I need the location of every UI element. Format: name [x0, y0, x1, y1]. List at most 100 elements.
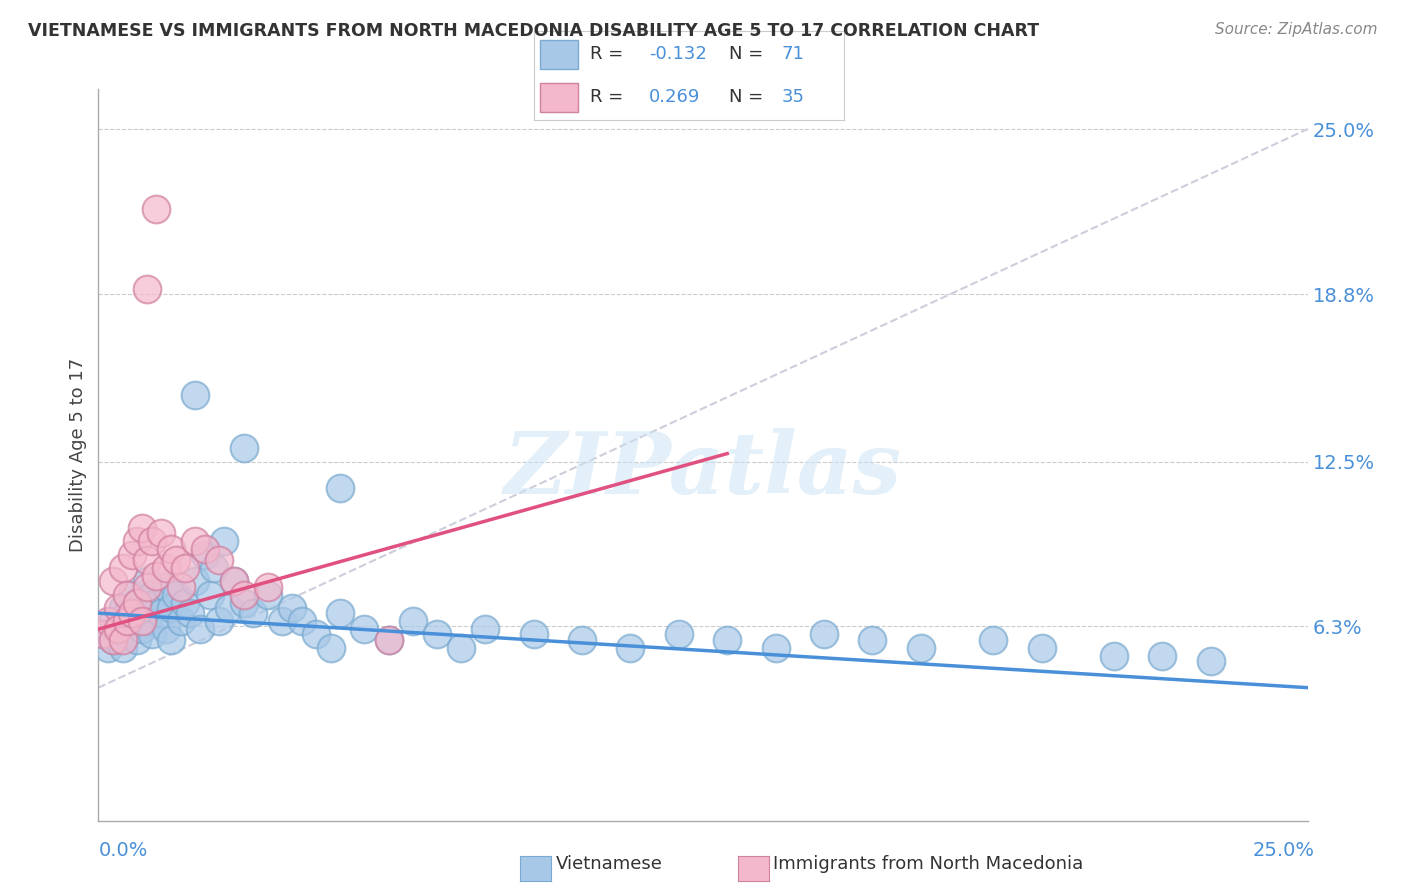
- Point: [117, 614, 139, 628]
- Point: [174, 561, 197, 575]
- Point: [222, 574, 245, 589]
- Point: [1031, 640, 1053, 655]
- Point: [474, 622, 496, 636]
- Point: [141, 588, 163, 602]
- Point: [121, 588, 143, 602]
- Point: [281, 600, 304, 615]
- Point: [813, 627, 835, 641]
- Point: [184, 388, 207, 402]
- Bar: [540, 83, 578, 112]
- Point: [290, 614, 312, 628]
- Point: [107, 632, 129, 647]
- Point: [117, 606, 139, 620]
- Point: [188, 622, 211, 636]
- Point: [232, 595, 254, 609]
- Point: [121, 614, 143, 628]
- Point: [127, 595, 149, 609]
- Point: [450, 640, 472, 655]
- Text: 35: 35: [782, 88, 804, 106]
- Point: [160, 632, 183, 647]
- Point: [377, 632, 399, 647]
- Text: Immigrants from North Macedonia: Immigrants from North Macedonia: [773, 855, 1084, 872]
- Point: [101, 632, 124, 647]
- Point: [194, 548, 217, 562]
- Point: [145, 569, 167, 583]
- Point: [329, 606, 352, 620]
- Text: -0.132: -0.132: [648, 45, 707, 63]
- Point: [101, 632, 124, 647]
- Point: [101, 614, 124, 628]
- Text: R =: R =: [591, 88, 628, 106]
- Point: [160, 542, 183, 557]
- Point: [523, 627, 546, 641]
- Point: [131, 606, 153, 620]
- Point: [208, 553, 231, 567]
- Point: [127, 534, 149, 549]
- Point: [135, 574, 157, 589]
- Text: Vietnamese: Vietnamese: [555, 855, 662, 872]
- Point: [117, 627, 139, 641]
- Point: [121, 548, 143, 562]
- Point: [150, 606, 173, 620]
- Point: [1102, 648, 1125, 663]
- Point: [232, 442, 254, 456]
- Text: VIETNAMESE VS IMMIGRANTS FROM NORTH MACEDONIA DISABILITY AGE 5 TO 17 CORRELATION: VIETNAMESE VS IMMIGRANTS FROM NORTH MACE…: [28, 22, 1039, 40]
- Point: [232, 588, 254, 602]
- Text: R =: R =: [591, 45, 628, 63]
- Point: [271, 614, 294, 628]
- Point: [668, 627, 690, 641]
- Point: [155, 622, 177, 636]
- Point: [1152, 648, 1174, 663]
- Text: N =: N =: [730, 88, 769, 106]
- Point: [135, 553, 157, 567]
- Point: [131, 622, 153, 636]
- Point: [131, 521, 153, 535]
- Point: [111, 561, 134, 575]
- Point: [716, 632, 738, 647]
- Point: [135, 282, 157, 296]
- Point: [165, 588, 187, 602]
- Point: [184, 574, 207, 589]
- Point: [184, 534, 207, 549]
- Point: [107, 622, 129, 636]
- Point: [135, 580, 157, 594]
- Point: [160, 600, 183, 615]
- Point: [179, 606, 201, 620]
- Point: [910, 640, 932, 655]
- Text: 0.269: 0.269: [648, 88, 700, 106]
- Point: [111, 640, 134, 655]
- Point: [204, 561, 226, 575]
- Text: N =: N =: [730, 45, 769, 63]
- Point: [1199, 654, 1222, 668]
- Point: [169, 580, 191, 594]
- Point: [145, 202, 167, 216]
- Point: [329, 481, 352, 495]
- Point: [765, 640, 787, 655]
- Point: [91, 627, 114, 641]
- Text: ZIPatlas: ZIPatlas: [503, 428, 903, 511]
- Point: [141, 627, 163, 641]
- Point: [107, 622, 129, 636]
- Point: [256, 580, 278, 594]
- Point: [208, 614, 231, 628]
- Point: [97, 614, 120, 628]
- Point: [218, 600, 240, 615]
- Point: [97, 640, 120, 655]
- Point: [141, 534, 163, 549]
- Text: Source: ZipAtlas.com: Source: ZipAtlas.com: [1215, 22, 1378, 37]
- Text: 25.0%: 25.0%: [1253, 841, 1315, 860]
- Point: [127, 595, 149, 609]
- Point: [174, 595, 197, 609]
- Point: [571, 632, 593, 647]
- Point: [131, 614, 153, 628]
- Point: [127, 632, 149, 647]
- Bar: [540, 40, 578, 69]
- Point: [860, 632, 883, 647]
- Point: [194, 542, 217, 557]
- Text: 71: 71: [782, 45, 804, 63]
- Point: [402, 614, 425, 628]
- Point: [121, 606, 143, 620]
- Point: [981, 632, 1004, 647]
- Point: [242, 606, 264, 620]
- Point: [111, 632, 134, 647]
